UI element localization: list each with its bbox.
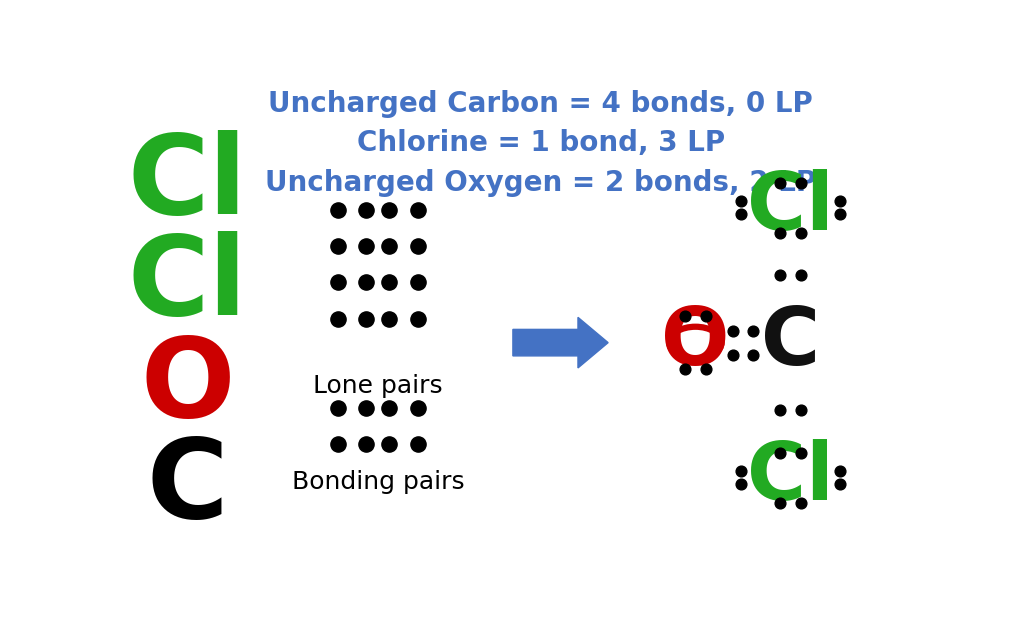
Point — [381, 277, 397, 287]
Point — [381, 439, 397, 449]
Point — [410, 241, 426, 251]
Point — [772, 270, 788, 280]
Point — [831, 196, 848, 206]
Point — [330, 439, 346, 449]
FancyArrow shape — [513, 317, 608, 368]
Point — [358, 439, 375, 449]
Text: Bonding pairs: Bonding pairs — [292, 470, 464, 495]
Point — [358, 205, 375, 215]
Point — [793, 228, 809, 238]
Point — [330, 403, 346, 413]
Text: Cl: Cl — [748, 168, 834, 247]
Text: C: C — [761, 304, 820, 382]
Text: Cl: Cl — [128, 130, 248, 237]
Point — [725, 350, 741, 360]
Text: O: O — [662, 304, 730, 382]
Point — [745, 350, 762, 360]
Point — [677, 364, 693, 374]
Point — [745, 326, 762, 336]
Text: Lone pairs: Lone pairs — [313, 374, 442, 398]
Point — [410, 403, 426, 413]
Point — [330, 205, 346, 215]
Text: Chlorine = 1 bond, 3 LP: Chlorine = 1 bond, 3 LP — [356, 129, 725, 157]
Circle shape — [670, 327, 722, 359]
Point — [381, 314, 397, 324]
Point — [831, 480, 848, 490]
Text: Uncharged Carbon = 4 bonds, 0 LP: Uncharged Carbon = 4 bonds, 0 LP — [268, 90, 813, 118]
Point — [358, 241, 375, 251]
Point — [410, 277, 426, 287]
Point — [772, 448, 788, 458]
Point — [793, 178, 809, 188]
Point — [772, 228, 788, 238]
Point — [831, 210, 848, 220]
Point — [831, 466, 848, 476]
Point — [793, 498, 809, 508]
Text: O: O — [140, 332, 234, 439]
Text: Cl: Cl — [748, 439, 834, 516]
Point — [733, 480, 750, 490]
Point — [358, 314, 375, 324]
Point — [793, 270, 809, 280]
Point — [381, 205, 397, 215]
Point — [733, 466, 750, 476]
Point — [697, 364, 714, 374]
Point — [772, 405, 788, 415]
Point — [410, 439, 426, 449]
Point — [793, 448, 809, 458]
Point — [772, 178, 788, 188]
Point — [381, 241, 397, 251]
Point — [330, 241, 346, 251]
Point — [330, 314, 346, 324]
Point — [410, 314, 426, 324]
Point — [793, 405, 809, 415]
Point — [733, 210, 750, 220]
Point — [725, 326, 741, 336]
Point — [677, 311, 693, 321]
Point — [358, 277, 375, 287]
Point — [772, 498, 788, 508]
Text: Uncharged Oxygen = 2 bonds, 2 LP: Uncharged Oxygen = 2 bonds, 2 LP — [265, 168, 816, 197]
Text: C: C — [146, 434, 228, 541]
Point — [410, 205, 426, 215]
Point — [330, 277, 346, 287]
Point — [697, 311, 714, 321]
Point — [358, 403, 375, 413]
Point — [733, 196, 750, 206]
Point — [381, 403, 397, 413]
Text: Cl: Cl — [128, 231, 248, 338]
